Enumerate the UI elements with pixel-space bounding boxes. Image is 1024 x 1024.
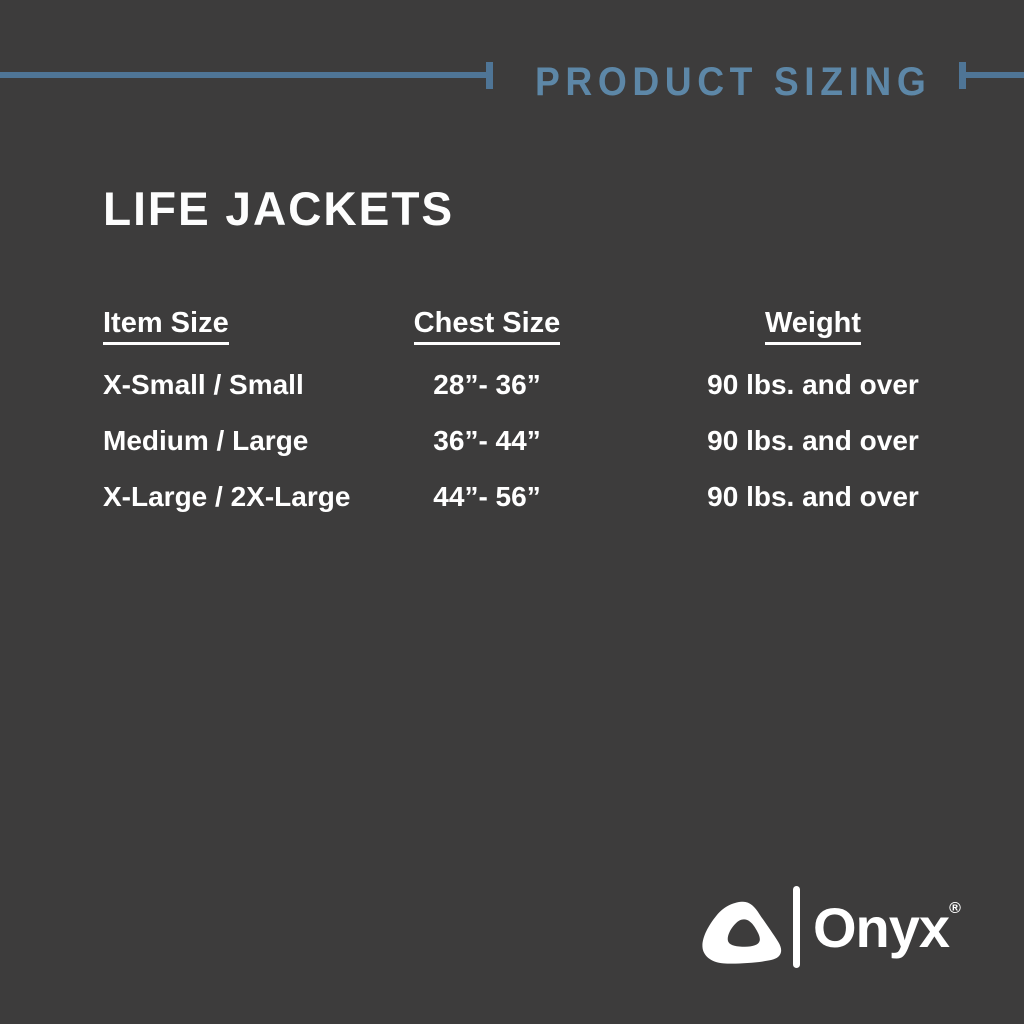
brand-name: Onyx® xyxy=(813,895,961,959)
table-body: X-Small / Small 28”- 36” 90 lbs. and ove… xyxy=(103,370,923,512)
banner-tick-left xyxy=(486,62,493,89)
chest-size-cell: 28”- 36” xyxy=(433,369,541,400)
weight-cell: 90 lbs. and over xyxy=(707,369,919,400)
table-header-row: Item Size Chest Size Weight xyxy=(103,306,923,345)
column-header-chest-size: Chest Size xyxy=(377,306,597,345)
item-size-cell: X-Small / Small xyxy=(103,369,304,400)
chest-size-cell: 36”- 44” xyxy=(433,425,541,456)
brand-lockup: Onyx® xyxy=(700,886,961,968)
table-row: X-Small / Small 28”- 36” 90 lbs. and ove… xyxy=(103,370,923,400)
sizing-table: Item Size Chest Size Weight X-Small / Sm… xyxy=(103,306,923,538)
chest-size-cell: 44”- 56” xyxy=(433,481,541,512)
item-size-cell: X-Large / 2X-Large xyxy=(103,481,351,512)
section-title: LIFE JACKETS xyxy=(103,182,455,235)
column-header-weight: Weight xyxy=(703,306,923,345)
registered-trademark: ® xyxy=(949,899,961,917)
weight-cell: 90 lbs. and over xyxy=(707,481,919,512)
column-header-item-size: Item Size xyxy=(103,306,377,345)
brand-divider xyxy=(793,886,800,968)
table-row: Medium / Large 36”- 44” 90 lbs. and over xyxy=(103,426,923,456)
banner-title: PRODUCT SIZING xyxy=(535,60,932,104)
banner-rule-right xyxy=(966,72,1024,78)
banner-tick-right xyxy=(959,62,966,89)
table-row: X-Large / 2X-Large 44”- 56” 90 lbs. and … xyxy=(103,482,923,512)
onyx-pebble-icon xyxy=(702,901,782,964)
weight-cell: 90 lbs. and over xyxy=(707,425,919,456)
item-size-cell: Medium / Large xyxy=(103,425,309,456)
banner-rule-left xyxy=(0,72,486,78)
